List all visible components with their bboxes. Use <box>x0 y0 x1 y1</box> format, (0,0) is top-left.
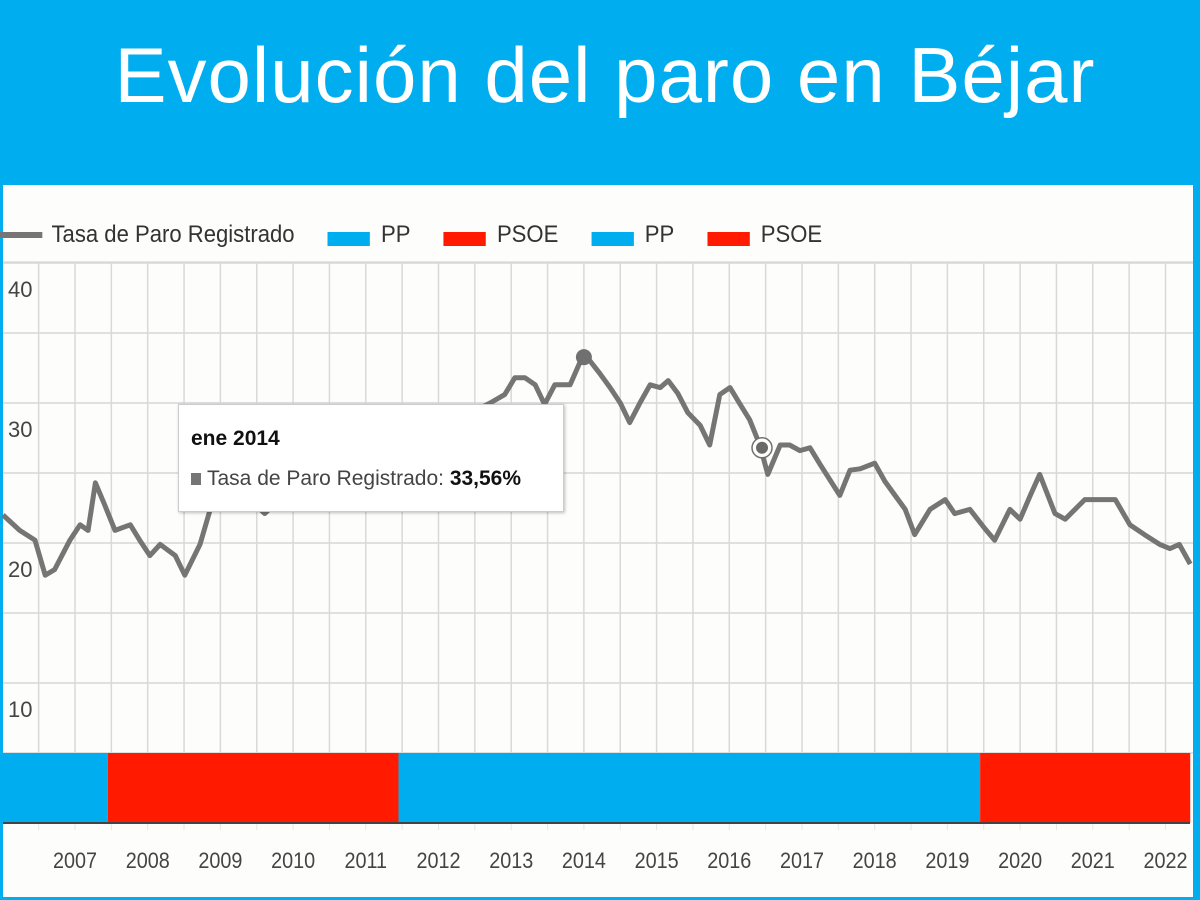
y-tick-label: 30 <box>8 417 32 442</box>
tooltip-date: ene 2014 <box>191 427 280 450</box>
x-tick-label: 2011 <box>345 849 388 873</box>
band-pp <box>3 753 108 823</box>
x-tick-label: 2022 <box>1143 849 1187 873</box>
header-banner: Evolución del paro en Béjar <box>0 0 1200 185</box>
x-tick-label: 2019 <box>925 849 969 873</box>
legend-item[interactable]: Tasa de Paro Registrado <box>0 221 295 249</box>
legend-label: PSOE <box>496 221 559 248</box>
x-tick-label: 2013 <box>489 849 533 873</box>
x-tick-label: 2021 <box>1071 849 1115 873</box>
highlighted-point[interactable] <box>575 349 592 366</box>
legend-color-swatch <box>327 232 370 246</box>
legend: Tasa de Paro Registrado PP PSOE PP PSOE <box>0 215 855 255</box>
x-tick-label: 2010 <box>271 849 315 873</box>
legend-color-swatch <box>707 232 750 246</box>
legend-item[interactable]: PSOE <box>443 221 559 249</box>
government-bands <box>3 753 1191 824</box>
series-line <box>1 350 1193 578</box>
y-tick-label: 40 <box>8 277 32 302</box>
x-tick-label: 2008 <box>126 849 170 873</box>
band-pp <box>398 753 981 823</box>
y-tick-label: 10 <box>8 697 32 722</box>
hover-point[interactable] <box>756 441 769 454</box>
legend-label: Tasa de Paro Registrado <box>51 221 295 248</box>
legend-color-swatch <box>443 232 486 246</box>
x-tick-label: 2009 <box>198 849 242 873</box>
x-tick-label: 2020 <box>998 849 1042 873</box>
tooltip: ene 2014 Tasa de Paro Registrado: 33,56% <box>178 404 564 512</box>
page-title: Evolución del paro en Béjar <box>114 31 1096 119</box>
grid <box>3 261 1193 830</box>
legend-color-swatch <box>591 232 634 246</box>
y-axis: 10 20 30 40 <box>8 277 32 722</box>
x-axis: 2007 2008 2009 2010 2011 2012 2013 2014 2015 2016… <box>53 849 1188 873</box>
tooltip-value: 33,56% <box>449 467 522 490</box>
legend-item[interactable]: PP <box>591 221 674 249</box>
x-tick-label: 2018 <box>853 849 897 873</box>
x-tick-label: 2014 <box>562 849 606 873</box>
legend-item[interactable]: PP <box>327 221 411 249</box>
y-tick-label: 20 <box>8 557 32 582</box>
x-tick-label: 2017 <box>780 849 824 873</box>
x-tick-label: 2016 <box>707 849 751 873</box>
tooltip-series-label: Tasa de Paro Registrado: <box>207 467 444 490</box>
x-tick-label: 2015 <box>635 849 679 873</box>
band-psoe <box>107 753 399 823</box>
legend-label: PP <box>644 221 675 248</box>
series-square-icon <box>191 473 201 485</box>
legend-label: PP <box>381 221 411 248</box>
tooltip-row: Tasa de Paro Registrado: 33,56% <box>191 467 521 491</box>
legend-label: PSOE <box>760 221 823 248</box>
series-layer <box>1 349 1193 578</box>
band-psoe <box>980 753 1191 823</box>
x-tick-label: 2007 <box>53 849 97 873</box>
x-tick-label: 2012 <box>416 849 460 873</box>
legend-item[interactable]: PSOE <box>707 221 822 249</box>
legend-line-swatch <box>0 232 43 238</box>
